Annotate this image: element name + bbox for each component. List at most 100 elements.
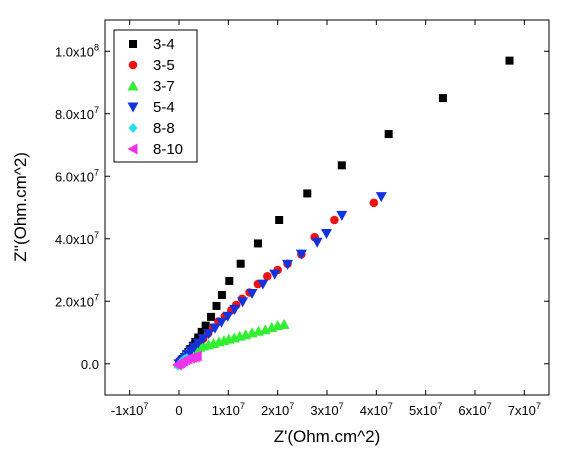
legend-marker-8-8 (128, 123, 138, 133)
data-point (237, 297, 249, 308)
data-point (201, 321, 210, 330)
x-axis: -1x107 0 1x107 2x107 3x107 4x107 5x107 6x107 7x1… (111, 20, 541, 418)
x-tick-label-base: 3x10 (310, 403, 338, 418)
data-point (225, 276, 234, 285)
data-point (278, 318, 290, 329)
data-point (217, 291, 226, 299)
data-point (212, 301, 221, 310)
y-tick-label-base: 2.0x10 (55, 294, 94, 309)
legend-label-8-10: 8-10 (153, 141, 183, 158)
data-point (336, 210, 348, 221)
legend-label-3-7: 3-7 (153, 78, 175, 95)
x-tick-label-exponent: 7 (437, 401, 442, 411)
series-8-10 (172, 350, 202, 371)
x-tick-label: 4x107 (360, 401, 393, 418)
data-point (222, 311, 234, 322)
x-tick-label-exponent: 7 (388, 401, 393, 411)
data-point (207, 312, 216, 321)
x-tick-label-base: 0 (175, 403, 182, 418)
data-point (253, 239, 262, 248)
y-tick-label: 0.0 (81, 357, 99, 372)
y-tick-label-exponent: 7 (94, 105, 99, 115)
x-tick-label: 1x107 (212, 401, 245, 418)
legend-marker-3-5 (128, 60, 138, 70)
data-point (209, 323, 221, 334)
data-point (236, 259, 245, 268)
data-point (197, 334, 209, 345)
x-tick-label-base: 5x10 (409, 403, 437, 418)
data-point (282, 259, 294, 270)
y-tick-label: 6.0x107 (55, 167, 99, 184)
legend-label-5-4: 5-4 (153, 99, 175, 116)
data-point (215, 317, 227, 328)
y-tick-label-base: 0.0 (81, 357, 99, 372)
data-point (203, 329, 215, 340)
y-tick-label-exponent: 7 (94, 167, 99, 177)
data-point (303, 189, 312, 198)
y-tick-label-base: 4.0x10 (55, 232, 94, 247)
legend: 3-4 3-5 3-7 5-4 8-8 8-10 (113, 29, 198, 163)
data-point (384, 130, 393, 139)
y-tick-label-base: 1.0x10 (55, 44, 94, 59)
data-points (172, 56, 514, 371)
data-point (438, 94, 447, 103)
x-tick-label-base: -1x10 (111, 403, 144, 418)
y-tick-label-exponent: 7 (94, 230, 99, 240)
y-tick-label-exponent: 8 (94, 42, 99, 52)
data-point (194, 333, 203, 342)
legend-label-3-5: 3-5 (153, 57, 175, 74)
x-tick-label-exponent: 7 (339, 401, 344, 411)
x-tick-label-exponent: 7 (240, 401, 245, 411)
data-point (191, 350, 202, 362)
x-tick-label: 2x107 (261, 401, 294, 418)
x-tick-label: -1x107 (111, 401, 149, 418)
data-point (311, 237, 323, 248)
data-point (197, 327, 206, 336)
legend-box (113, 29, 198, 163)
data-point (246, 288, 258, 299)
data-point (192, 338, 204, 349)
data-point (330, 215, 339, 225)
legend-marker-3-7 (127, 80, 139, 91)
legend-marker-5-4 (127, 102, 139, 113)
y-tick-label-base: 8.0x10 (55, 107, 94, 122)
x-tick-label-base: 6x10 (458, 403, 486, 418)
data-point (505, 56, 514, 65)
data-point (257, 279, 269, 290)
data-point (229, 304, 241, 315)
x-tick-label-exponent: 7 (289, 401, 294, 411)
data-point (337, 161, 346, 170)
x-tick-label-base: 4x10 (360, 403, 388, 418)
data-point (321, 228, 333, 239)
x-tick-label: 3x107 (310, 401, 343, 418)
x-tick-label-exponent: 7 (487, 401, 492, 411)
data-point (369, 198, 379, 208)
x-tick-label-exponent: 7 (536, 401, 541, 411)
y-tick-label: 1.0x108 (55, 42, 99, 59)
x-tick-label-base: 2x10 (261, 403, 289, 418)
legend-label-3-4: 3-4 (153, 36, 175, 53)
x-tick-label-exponent: 7 (143, 401, 148, 411)
y-tick-label: 2.0x107 (55, 292, 99, 309)
x-tick-label-base: 7x10 (508, 403, 536, 418)
data-point (375, 192, 387, 203)
x-tick-label: 5x107 (409, 401, 442, 418)
y-tick-label: 8.0x107 (55, 105, 99, 122)
x-tick-label: 0 (175, 403, 182, 418)
x-tick-label: 6x107 (458, 401, 491, 418)
legend-marker-3-4 (129, 40, 137, 48)
legend-marker-8-10 (127, 143, 138, 155)
y-axis-title: Z''(Ohm.cm^2) (11, 152, 30, 262)
y-tick-label-base: 6.0x10 (55, 169, 94, 184)
x-axis-title: Z'(Ohm.cm^2) (274, 427, 381, 446)
y-tick-label: 4.0x107 (55, 230, 99, 247)
y-tick-label-exponent: 7 (94, 292, 99, 302)
data-point (295, 249, 307, 260)
data-point (275, 216, 284, 224)
x-tick-label-base: 1x10 (212, 403, 240, 418)
legend-label-8-8: 8-8 (153, 120, 175, 137)
data-point (269, 269, 281, 280)
data-point (263, 271, 272, 281)
